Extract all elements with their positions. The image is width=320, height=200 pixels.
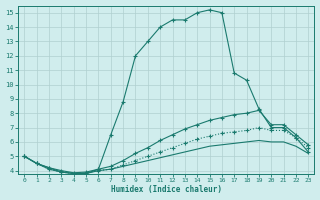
X-axis label: Humidex (Indice chaleur): Humidex (Indice chaleur)	[111, 185, 222, 194]
